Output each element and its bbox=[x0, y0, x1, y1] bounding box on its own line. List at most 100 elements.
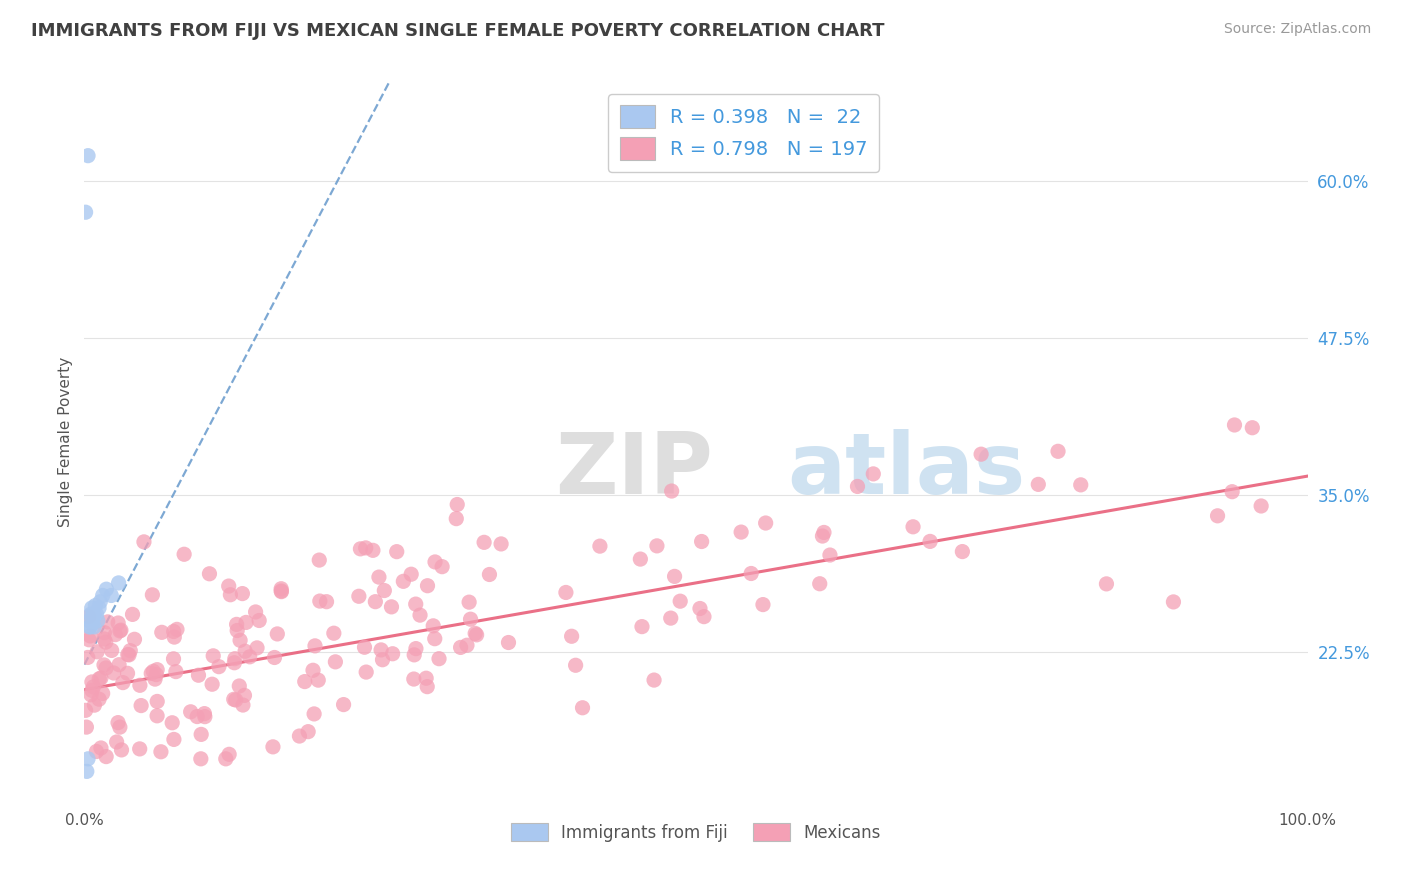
Point bbox=[107, 715, 129, 730]
Point bbox=[231, 586, 253, 600]
Point bbox=[186, 709, 208, 723]
Point bbox=[132, 534, 155, 549]
Point bbox=[121, 607, 143, 622]
Point bbox=[110, 743, 132, 757]
Point bbox=[143, 672, 166, 686]
Point bbox=[77, 632, 100, 647]
Point bbox=[202, 648, 225, 663]
Point bbox=[325, 655, 347, 669]
Point bbox=[162, 652, 184, 666]
Point bbox=[332, 698, 354, 712]
Point bbox=[100, 643, 122, 657]
Point bbox=[84, 599, 107, 613]
Point bbox=[450, 640, 472, 655]
Point bbox=[752, 598, 775, 612]
Point bbox=[446, 498, 468, 512]
Point bbox=[427, 651, 450, 665]
Point bbox=[142, 665, 165, 679]
Point bbox=[561, 629, 583, 643]
Point bbox=[77, 620, 100, 634]
Point bbox=[862, 467, 884, 481]
Point bbox=[104, 627, 127, 641]
Point bbox=[1206, 508, 1229, 523]
Point bbox=[322, 626, 344, 640]
Point bbox=[416, 579, 439, 593]
Point bbox=[811, 529, 834, 543]
Point bbox=[190, 727, 212, 741]
Point bbox=[416, 680, 439, 694]
Point bbox=[145, 667, 167, 681]
Point bbox=[373, 583, 395, 598]
Text: atlas: atlas bbox=[787, 429, 1026, 512]
Point bbox=[226, 624, 249, 638]
Point bbox=[107, 575, 129, 590]
Point bbox=[669, 594, 692, 608]
Point bbox=[380, 599, 402, 614]
Point bbox=[82, 607, 104, 622]
Point bbox=[297, 724, 319, 739]
Point bbox=[446, 511, 468, 525]
Point bbox=[689, 601, 711, 615]
Point bbox=[1047, 444, 1070, 458]
Point bbox=[225, 693, 247, 707]
Point bbox=[404, 648, 426, 662]
Point bbox=[1223, 417, 1246, 432]
Point bbox=[129, 698, 152, 713]
Point bbox=[645, 539, 668, 553]
Point bbox=[103, 665, 125, 680]
Point bbox=[218, 579, 240, 593]
Point bbox=[229, 633, 252, 648]
Point bbox=[228, 679, 250, 693]
Point bbox=[643, 673, 665, 687]
Point bbox=[187, 668, 209, 682]
Point bbox=[77, 149, 100, 163]
Point bbox=[108, 624, 131, 638]
Point bbox=[124, 632, 146, 647]
Point bbox=[233, 689, 256, 703]
Point bbox=[93, 632, 115, 646]
Point bbox=[82, 616, 104, 631]
Legend: Immigrants from Fiji, Mexicans: Immigrants from Fiji, Mexicans bbox=[505, 817, 887, 848]
Point bbox=[808, 576, 831, 591]
Point bbox=[94, 661, 117, 675]
Point bbox=[307, 673, 329, 687]
Point bbox=[86, 645, 108, 659]
Point bbox=[361, 543, 384, 558]
Point bbox=[190, 752, 212, 766]
Point bbox=[456, 638, 478, 652]
Point bbox=[266, 627, 288, 641]
Point bbox=[87, 601, 110, 615]
Point bbox=[458, 595, 481, 609]
Point bbox=[141, 588, 163, 602]
Point bbox=[1095, 577, 1118, 591]
Point bbox=[661, 483, 683, 498]
Point bbox=[87, 692, 110, 706]
Point bbox=[422, 619, 444, 633]
Point bbox=[93, 625, 115, 640]
Point bbox=[117, 648, 139, 662]
Point bbox=[100, 589, 122, 603]
Point bbox=[489, 537, 512, 551]
Point bbox=[465, 628, 488, 642]
Point bbox=[90, 741, 112, 756]
Point bbox=[233, 644, 256, 658]
Point bbox=[219, 588, 242, 602]
Point bbox=[693, 609, 716, 624]
Point bbox=[1070, 478, 1092, 492]
Point bbox=[146, 708, 169, 723]
Point bbox=[262, 739, 284, 754]
Point bbox=[571, 700, 593, 714]
Y-axis label: Single Female Poverty: Single Female Poverty bbox=[58, 357, 73, 526]
Point bbox=[80, 601, 103, 615]
Point bbox=[97, 615, 120, 629]
Point bbox=[589, 539, 612, 553]
Point bbox=[920, 534, 942, 549]
Point bbox=[564, 658, 586, 673]
Point bbox=[82, 680, 104, 694]
Point bbox=[160, 715, 183, 730]
Point bbox=[353, 640, 375, 655]
Point bbox=[77, 752, 100, 766]
Point bbox=[302, 663, 325, 677]
Point bbox=[631, 619, 654, 633]
Point bbox=[173, 547, 195, 561]
